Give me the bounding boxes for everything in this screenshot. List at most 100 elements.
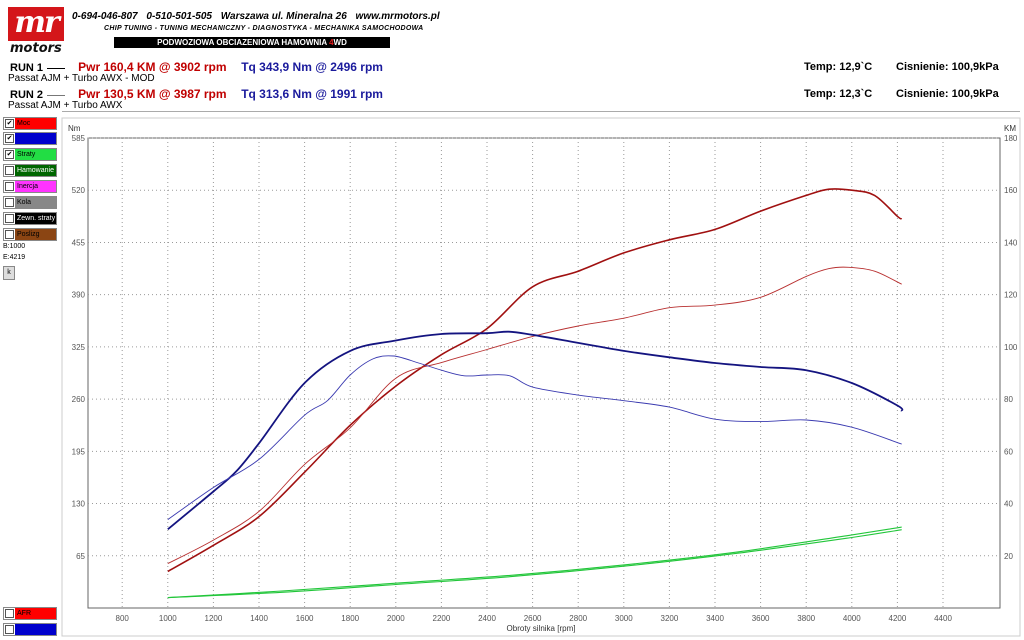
left-tick-label: 65 [76, 552, 85, 561]
toggle-aux[interactable] [3, 623, 57, 636]
run-2-row: RUN 2 Pwr 130,5 KM @ 3987 rpm Tq 313,6 N… [10, 87, 383, 101]
run-1-label: RUN 1 [10, 62, 44, 74]
run-1-line-sample [47, 67, 66, 69]
x-tick-label: 2200 [433, 614, 451, 623]
curves [167, 188, 904, 599]
toggle-zewn-straty[interactable]: Zewn. straty [3, 212, 57, 225]
chart-frame [61, 117, 1021, 637]
losses-curve [167, 526, 902, 599]
checkbox[interactable] [5, 230, 14, 239]
toggle-swatch: Kola [15, 197, 56, 208]
x-tick-label: 4200 [889, 614, 907, 623]
run-1-torque: Tq 343,9 Nm @ 2496 rpm [241, 60, 383, 74]
toggle-moc[interactable]: ✔ Moc [3, 117, 57, 130]
x-tick-label: 800 [116, 614, 130, 623]
x-tick-label: 3200 [661, 614, 679, 623]
toggle-straty[interactable]: ✔ Straty [3, 148, 57, 161]
toggle-swatch [15, 624, 56, 635]
right-tick-label: 60 [1004, 447, 1013, 456]
torque-curve-run-2 [167, 355, 902, 520]
run-2-car: Passat AJM + Turbo AWX [8, 100, 123, 111]
run-1-env: Temp: 12,9`C Cisnienie: 100,9kPa [804, 61, 999, 73]
run-2-env: Temp: 12,3`C Cisnienie: 100,9kPa [804, 88, 999, 100]
checkbox[interactable] [5, 198, 14, 207]
k-button[interactable]: k [3, 266, 15, 280]
toggle-inercja[interactable]: Inercja [3, 180, 57, 193]
phone-1: 0-694-046-807 [72, 11, 138, 22]
website-link[interactable]: www.mrmotors.pl [355, 11, 440, 22]
toggle-poslizg[interactable]: Poslizg [3, 228, 57, 241]
toggle-swatch: Hamowanie [15, 165, 56, 176]
toggle-hamowanie[interactable]: Hamowanie [3, 164, 57, 177]
x-tick-label: 2400 [478, 614, 496, 623]
checkbox[interactable]: ✔ [5, 150, 14, 159]
right-tick-label: 80 [1004, 395, 1013, 404]
x-tick-label: 2600 [524, 614, 542, 623]
right-tick-label: 20 [1004, 552, 1013, 561]
checkbox[interactable]: ✔ [5, 134, 14, 143]
power-curve-run-1 [167, 188, 903, 573]
x-tick-label: 1400 [250, 614, 268, 623]
toggle-kola[interactable]: Kola [3, 196, 57, 209]
dyno-accent: 4 [329, 38, 334, 47]
run-1-row: RUN 1 Pwr 160,4 KM @ 3902 rpm Tq 343,9 N… [10, 60, 383, 74]
x-tick-label: 3800 [797, 614, 815, 623]
run-2-label: RUN 2 [10, 89, 44, 101]
checkbox[interactable] [5, 182, 14, 191]
right-tick-label: 100 [1004, 343, 1018, 352]
x-tick-label: 3000 [615, 614, 633, 623]
run-2-line-sample [47, 94, 66, 96]
torque-curve-run-1 [167, 330, 904, 530]
logo-mark: mr [8, 7, 64, 41]
x-tick-label: 4400 [934, 614, 952, 623]
right-tick-label: 160 [1004, 186, 1018, 195]
dyno-banner: PODWOZIOWA OBCIAZENIOWA HAMOWNIA 4WD [114, 37, 390, 48]
x-axis-label: Obroty silnika [rpm] [507, 624, 576, 633]
x-tick-label: 2800 [569, 614, 587, 623]
services-line: CHIP TUNING - TUNING MECHANICZNY - DIAGN… [104, 25, 424, 32]
losses-curve [167, 529, 902, 599]
run-2-pressure: Cisnienie: 100,9kPa [896, 88, 999, 100]
left-tick-label: 260 [72, 395, 86, 404]
toggle-swatch: Inercja [15, 181, 56, 192]
right-tick-label: 140 [1004, 238, 1018, 247]
left-tick-label: 325 [72, 343, 86, 352]
dyno-label: PODWOZIOWA OBCIAZENIOWA HAMOWNIA [157, 38, 330, 47]
phone-2: 0-510-501-505 [146, 11, 212, 22]
left-tick-label: 195 [72, 447, 86, 456]
power-curve-run-2 [167, 266, 902, 565]
checkbox[interactable] [5, 609, 14, 618]
x-tick-label: 1600 [296, 614, 314, 623]
toggle-swatch: Poslizg [15, 229, 56, 240]
toggle-swatch [15, 133, 56, 144]
checkbox[interactable] [5, 625, 14, 634]
toggle-swatch: Zewn. straty [15, 213, 56, 224]
run-2-torque: Tq 313,6 Nm @ 1991 rpm [241, 87, 383, 101]
x-tick-label: 3600 [752, 614, 770, 623]
toggle-afr[interactable]: AFR [3, 607, 57, 620]
x-tick-label: 4000 [843, 614, 861, 623]
left-tick-label: 520 [72, 186, 86, 195]
range-end: E:4219 [3, 254, 26, 261]
x-tick-label: 2000 [387, 614, 405, 623]
left-axis-label: Nm [68, 124, 81, 133]
toggle-swatch: Straty [15, 149, 56, 160]
logo: mr motors [8, 7, 66, 56]
address: Warszawa ul. Mineralna 26 [220, 11, 347, 22]
checkbox[interactable]: ✔ [5, 119, 14, 128]
left-tick-label: 130 [72, 500, 86, 509]
right-tick-label: 40 [1004, 500, 1013, 509]
x-tick-label: 1200 [205, 614, 223, 623]
x-tick-label: 1800 [341, 614, 359, 623]
run-1-car: Passat AJM + Turbo AWX - MOD [8, 73, 155, 84]
run-1-temp: Temp: 12,9`C [804, 61, 873, 73]
left-tick-label: 390 [72, 291, 86, 300]
contact-line: 0-694-046-807 0-510-501-505 Warszawa ul.… [72, 11, 446, 22]
checkbox[interactable] [5, 166, 14, 175]
header-divider [62, 111, 1020, 112]
run-1-pressure: Cisnienie: 100,9kPa [896, 61, 999, 73]
toggle-swatch: Moc [15, 118, 56, 129]
toggle-torque[interactable]: ✔ [3, 132, 57, 145]
run-2-temp: Temp: 12,3`C [804, 88, 873, 100]
checkbox[interactable] [5, 214, 14, 223]
